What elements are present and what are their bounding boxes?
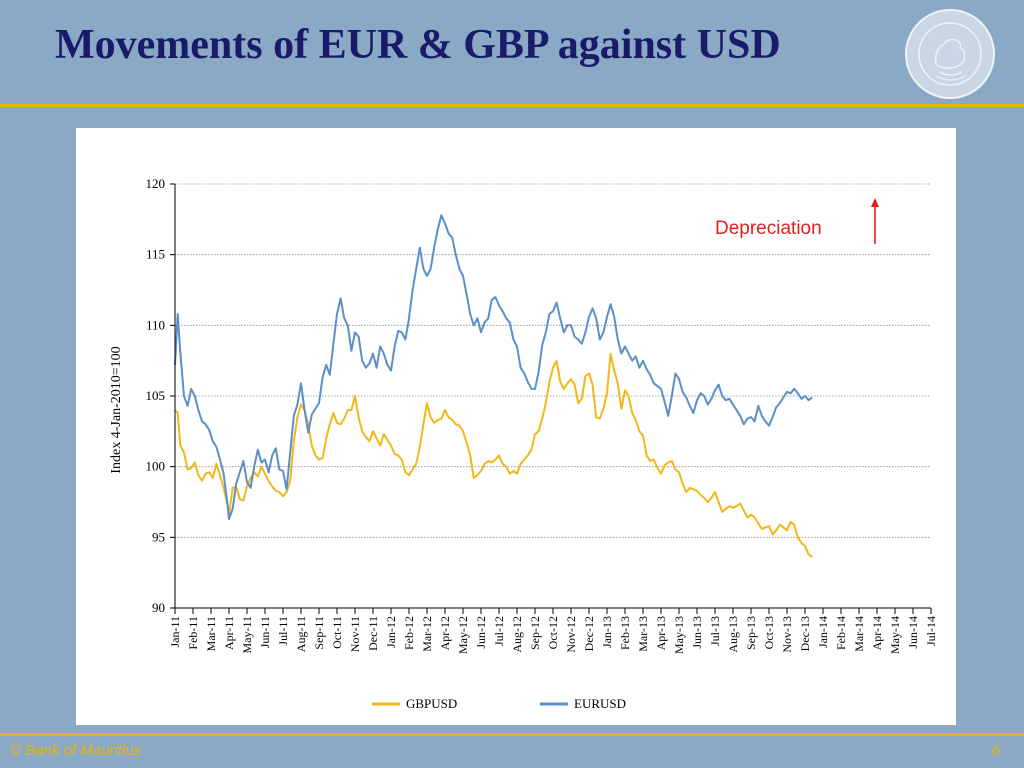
x-tick-label: Sep-12	[528, 616, 542, 650]
x-tick-label: Jul-14	[924, 616, 938, 646]
x-tick-label: Jun-14	[906, 616, 920, 649]
series-line-gbpusd	[174, 352, 813, 558]
x-tick-label: Mar-14	[852, 616, 866, 652]
x-tick-label: Nov-13	[780, 616, 794, 653]
slide-title: Movements of EUR & GBP against USD	[55, 22, 781, 68]
x-tick-label: Jan-13	[600, 616, 614, 648]
x-tick-label: Nov-12	[564, 616, 578, 653]
x-tick-label: Feb-12	[402, 616, 416, 650]
x-tick-label: May-12	[456, 616, 470, 654]
x-tick-label: Jun-11	[258, 616, 272, 648]
x-tick-label: Oct-13	[762, 616, 776, 649]
x-tick-label: Feb-13	[618, 616, 632, 650]
x-tick-label: Aug-11	[294, 616, 308, 652]
legend-label-gbpusd: GBPUSD	[406, 696, 457, 711]
line-chart: 90 95 100 105 110 115 120 Jan-11 Feb-11 Mar-11 Ap…	[109, 176, 938, 711]
x-tick-label: Nov-11	[348, 616, 362, 652]
x-tick-label: Apr-14	[870, 616, 884, 650]
x-tick-label: Feb-14	[834, 616, 848, 650]
y-tick-label: 100	[146, 459, 166, 474]
bank-logo	[905, 9, 995, 99]
y-tick-label: 105	[146, 388, 166, 403]
x-tick-label: Jan-11	[168, 616, 182, 648]
x-tick-label: May-14	[888, 616, 902, 654]
y-tick-label: 95	[152, 529, 165, 544]
x-tick-label: May-13	[672, 616, 686, 654]
x-tick-label: Dec-13	[798, 616, 812, 651]
x-tick-label: Dec-12	[582, 616, 596, 651]
x-tick-label: Oct-11	[330, 616, 344, 649]
x-tick-label: Jan-12	[384, 616, 398, 648]
page-number: 6	[991, 742, 1000, 759]
x-tick-label: Apr-11	[222, 616, 236, 650]
x-tick-label: May-11	[240, 616, 254, 654]
x-tick-label: Jun-12	[474, 616, 488, 649]
x-tick-label: Jun-13	[690, 616, 704, 649]
y-axis-title: Index 4-Jan-2010=100	[109, 346, 124, 473]
x-tick-label: Mar-11	[204, 616, 218, 651]
y-tick-label: 90	[152, 600, 165, 615]
y-tick-label: 110	[146, 317, 165, 332]
y-tick-label: 120	[146, 176, 166, 191]
x-tick-label: Feb-11	[186, 616, 200, 650]
x-tick-label: Jan-14	[816, 616, 830, 648]
x-tick-label: Dec-11	[366, 616, 380, 651]
header-divider	[0, 104, 1024, 107]
x-tick-label: Aug-13	[726, 616, 740, 653]
x-tick-label: Jul-13	[708, 616, 722, 646]
x-tick-label: Sep-11	[312, 616, 326, 650]
x-tick-label: Apr-13	[654, 616, 668, 650]
copyright-footer: © Bank of Mauritius	[10, 742, 142, 759]
x-tick-label: Jul-12	[492, 616, 506, 646]
legend-label-eurusd: EURUSD	[574, 696, 626, 711]
x-tick-label: Mar-13	[636, 616, 650, 652]
legend: GBPUSD EURUSD	[372, 696, 626, 711]
up-arrow-icon	[871, 198, 879, 244]
x-tick-label: Oct-12	[546, 616, 560, 649]
footer-divider	[0, 733, 1024, 736]
y-tick-label: 115	[146, 247, 165, 262]
depreciation-annotation: Depreciation	[715, 218, 822, 239]
x-tick-label: Jul-11	[276, 616, 290, 646]
x-tick-label: Aug-12	[510, 616, 524, 653]
chart-panel: 90 95 100 105 110 115 120 Jan-11 Feb-11 Mar-11 Ap…	[76, 128, 956, 725]
series-line-eurusd	[174, 214, 813, 520]
x-tick-label: Apr-12	[438, 616, 452, 650]
x-tick-label: Mar-12	[420, 616, 434, 652]
x-tick-label: Sep-13	[744, 616, 758, 650]
